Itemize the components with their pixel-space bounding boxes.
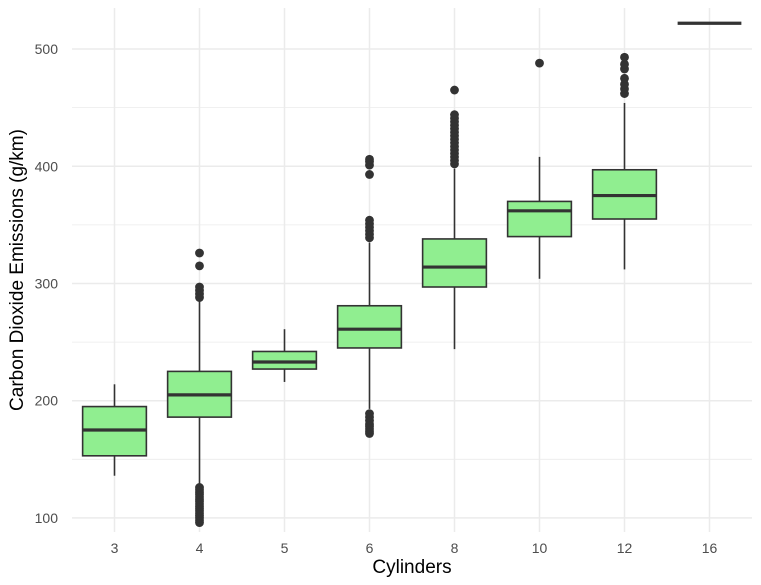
outlier-point — [365, 215, 374, 225]
outlier-point — [365, 154, 374, 164]
x-tick-label: 8 — [451, 540, 459, 556]
tick-labels: 100 200 300 400 500 3 4 5 6 8 10 12 16 — [35, 41, 718, 556]
outlier-point — [620, 52, 629, 62]
y-tick-label: 400 — [35, 158, 59, 174]
outlier-point — [195, 248, 204, 258]
x-tick-label: 16 — [702, 540, 718, 556]
y-axis-title: Carbon Dioxide Emissions (g/km) — [7, 129, 28, 411]
outlier-point — [365, 409, 374, 419]
outlier-point — [195, 261, 204, 271]
x-tick-label: 4 — [196, 540, 204, 556]
box-group — [421, 85, 488, 350]
boxes — [81, 21, 742, 528]
y-tick-label: 100 — [35, 510, 59, 526]
box-iqr — [421, 238, 488, 288]
box-group — [506, 58, 573, 279]
box-group — [81, 384, 148, 476]
outlier-point — [450, 110, 459, 120]
box-group — [336, 154, 403, 438]
x-tick-label: 3 — [111, 540, 119, 556]
x-axis-title: Cylinders — [372, 557, 451, 578]
x-tick-label: 10 — [532, 540, 548, 556]
x-tick-label: 5 — [281, 540, 289, 556]
box-group — [166, 248, 233, 528]
x-tick-label: 6 — [366, 540, 374, 556]
outlier-point — [620, 59, 629, 69]
outlier-point — [365, 170, 374, 179]
outlier-point — [535, 58, 544, 68]
box-iqr — [336, 304, 403, 349]
y-tick-label: 200 — [35, 393, 59, 409]
outlier-point — [620, 73, 629, 83]
outlier-point — [195, 282, 204, 292]
outlier-point — [450, 85, 459, 95]
box-group — [251, 329, 318, 382]
outlier-point — [195, 483, 204, 492]
box-group — [591, 52, 658, 270]
y-tick-label: 500 — [35, 41, 59, 57]
box-iqr — [506, 200, 573, 238]
grid-lines — [72, 8, 752, 532]
x-tick-label: 12 — [617, 540, 633, 556]
y-tick-label: 300 — [35, 275, 59, 291]
box-iqr — [251, 350, 318, 370]
